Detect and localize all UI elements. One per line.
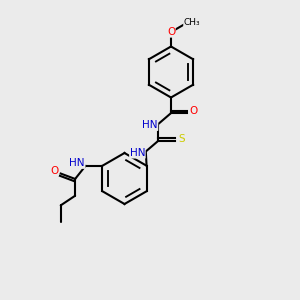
Text: HN: HN — [70, 158, 85, 168]
Text: O: O — [50, 166, 58, 176]
Text: S: S — [178, 134, 185, 144]
Text: HN: HN — [130, 148, 145, 158]
Text: HN: HN — [142, 120, 158, 130]
Text: O: O — [189, 106, 197, 116]
Text: CH₃: CH₃ — [184, 18, 200, 27]
Text: O: O — [167, 27, 175, 37]
